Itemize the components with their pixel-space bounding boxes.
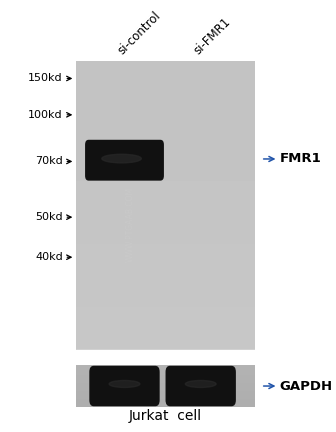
Ellipse shape: [185, 381, 216, 388]
Text: WWW.PTGAAB.COM: WWW.PTGAAB.COM: [126, 187, 135, 262]
Text: 40kd: 40kd: [35, 252, 63, 262]
Text: GAPDH: GAPDH: [280, 380, 333, 393]
Text: 50kd: 50kd: [35, 212, 63, 222]
FancyBboxPatch shape: [85, 140, 164, 181]
Ellipse shape: [102, 154, 141, 163]
Ellipse shape: [109, 381, 140, 388]
FancyBboxPatch shape: [166, 366, 236, 406]
Text: FMR1: FMR1: [280, 152, 322, 165]
Text: 150kd: 150kd: [28, 73, 63, 83]
Text: si-FMR1: si-FMR1: [192, 15, 234, 57]
Text: si-control: si-control: [115, 9, 163, 57]
Text: 70kd: 70kd: [35, 156, 63, 166]
Text: Jurkat  cell: Jurkat cell: [129, 409, 202, 423]
Text: 100kd: 100kd: [28, 110, 63, 120]
FancyBboxPatch shape: [89, 366, 160, 406]
